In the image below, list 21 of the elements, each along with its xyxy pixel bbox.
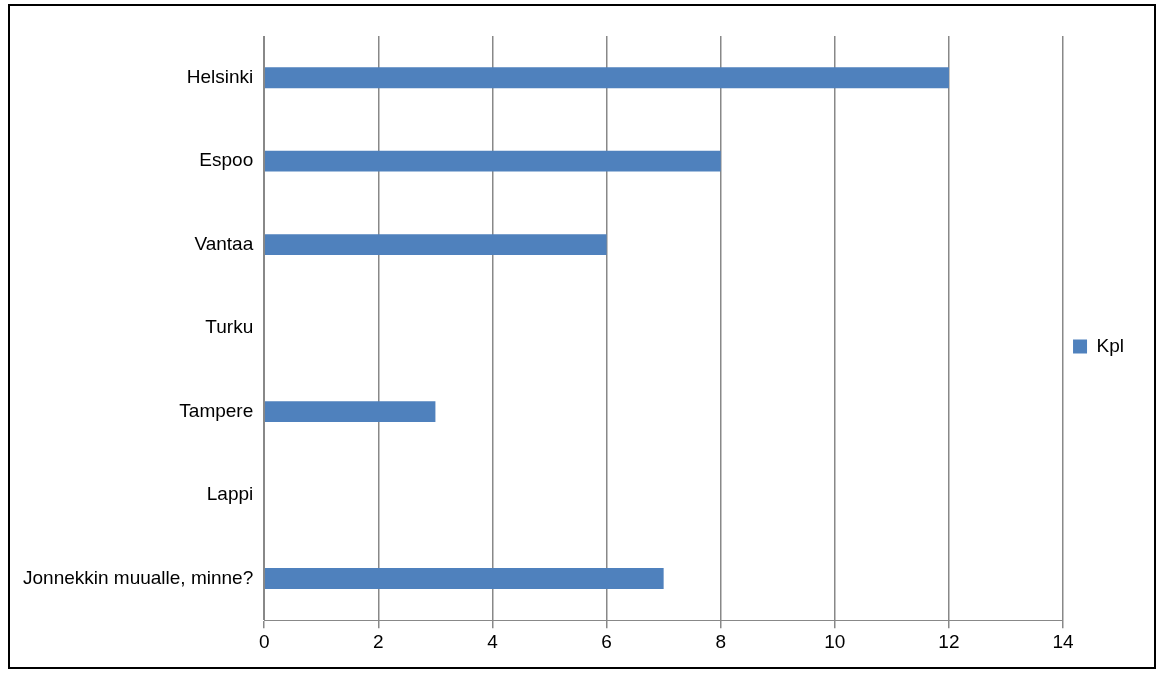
x-tick-label: 6 xyxy=(601,630,612,652)
bar xyxy=(265,67,949,89)
x-tick-label: 12 xyxy=(938,630,960,652)
x-tick-label: 0 xyxy=(258,630,270,652)
x-tick-label: 2 xyxy=(373,630,384,652)
y-tick-label: Jonnekkin muualle, minne? xyxy=(23,566,254,588)
x-tick-label: 10 xyxy=(824,630,846,652)
x-tick-label: 4 xyxy=(487,630,499,652)
y-tick-label: Turku xyxy=(205,316,254,338)
y-tick-label: Espoo xyxy=(199,149,254,171)
x-tick-label: 14 xyxy=(1052,630,1075,652)
x-tick-label: 8 xyxy=(715,630,726,652)
bar xyxy=(265,568,664,589)
bar xyxy=(265,401,436,422)
y-tick-label: Helsinki xyxy=(186,65,254,87)
y-tick-label: Tampere xyxy=(179,399,254,421)
bar xyxy=(265,234,607,256)
legend-label: Kpl xyxy=(1096,334,1125,356)
y-tick-label: Lappi xyxy=(206,483,254,505)
bar xyxy=(265,150,721,172)
y-tick-label: Vantaa xyxy=(194,232,254,254)
